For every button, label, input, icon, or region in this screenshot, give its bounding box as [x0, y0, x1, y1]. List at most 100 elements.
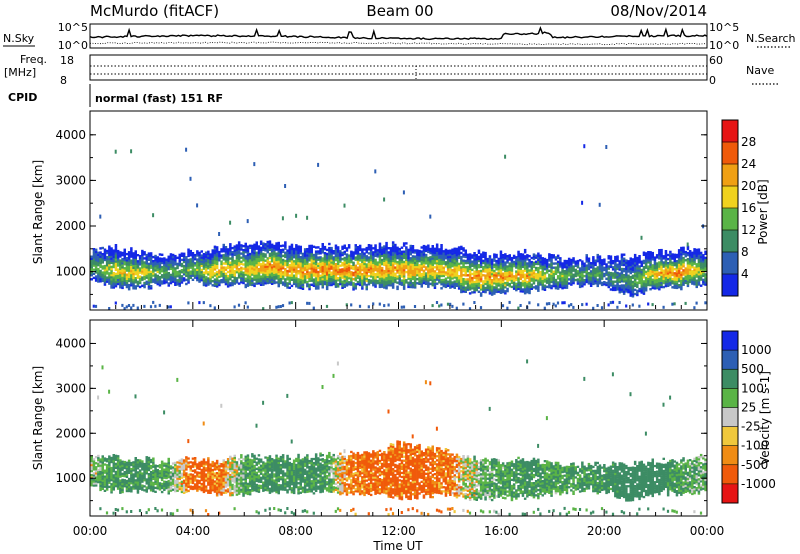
velocity-cell: [125, 479, 129, 483]
power-cell: [435, 266, 439, 269]
power-cell: [486, 278, 489, 281]
power-cell: [286, 284, 289, 287]
power-cell: [275, 242, 278, 245]
power-cell: [231, 257, 234, 260]
power-near-cell: [149, 305, 153, 309]
power-cell: [638, 261, 641, 264]
power-cell: [477, 274, 481, 277]
power-cell: [528, 269, 531, 272]
power-cell: [213, 282, 217, 285]
power-cell: [587, 259, 591, 262]
power-cell: [585, 278, 588, 282]
power-cell: [325, 287, 329, 291]
power-cell: [385, 256, 388, 259]
velocity-cell: [101, 471, 104, 474]
power-cell: [361, 279, 364, 282]
velocity-cell: [94, 468, 98, 471]
power-near-cell: [609, 301, 612, 305]
power-cell: [488, 269, 492, 272]
power-cell: [279, 265, 283, 268]
power-cell: [420, 272, 423, 276]
power-cell: [182, 277, 186, 280]
power-cell: [268, 273, 272, 276]
velocity-cell: [116, 483, 120, 486]
power-cell: [398, 272, 401, 275]
power-cell: [446, 253, 450, 257]
power-cell: [255, 274, 258, 277]
power-cell: [506, 277, 509, 280]
power-cell: [290, 253, 294, 257]
power-cell: [235, 260, 239, 264]
power-cell: [334, 277, 338, 280]
velocity-cell: [94, 482, 98, 485]
power-cell: [688, 276, 692, 280]
power-cell: [627, 262, 630, 265]
power-cell: [651, 272, 654, 275]
nave-label: Nave: [746, 64, 774, 77]
power-cell: [321, 275, 324, 279]
power-cell: [523, 257, 527, 260]
power-cell: [398, 264, 401, 267]
power-cell: [653, 283, 657, 286]
power-cell: [143, 271, 146, 274]
power-cell: [182, 266, 186, 270]
power-cell: [244, 250, 247, 254]
power-cell: [273, 269, 276, 272]
power-cell: [576, 274, 580, 277]
power-near-cell: [435, 301, 439, 304]
power-cell: [466, 282, 470, 285]
power-cell: [213, 260, 217, 263]
power-cell: [185, 282, 188, 286]
power-cell: [614, 264, 617, 267]
power-scatter-cell: [504, 154, 507, 159]
velocity-cell: [99, 460, 102, 463]
power-cell: [640, 289, 643, 292]
power-cell: [389, 265, 393, 268]
power-scatter-cell: [152, 213, 155, 218]
power-cell: [308, 244, 311, 248]
power-cell: [325, 275, 329, 278]
power-cell: [605, 271, 608, 274]
power-cell: [446, 260, 450, 263]
power-cell: [411, 247, 415, 250]
power-cell: [299, 247, 302, 251]
power-cell: [141, 276, 144, 279]
power-cell: [490, 287, 494, 290]
power-cell: [97, 280, 100, 283]
power-near-cell: [383, 304, 386, 308]
power-near-cell: [402, 305, 406, 309]
power-cell: [561, 264, 564, 267]
power-cell: [163, 263, 166, 266]
power-cell: [702, 254, 705, 257]
power-cell: [169, 277, 173, 281]
power-cell: [675, 260, 679, 263]
power-cell: [609, 259, 613, 262]
power-cell: [455, 247, 459, 251]
power-cell: [479, 278, 483, 281]
power-cell: [523, 255, 527, 258]
power-cell: [537, 260, 540, 264]
power-cell: [627, 270, 630, 273]
power-cell: [578, 283, 582, 287]
power-cell: [501, 256, 505, 259]
power-cell: [583, 283, 586, 286]
power-cell: [642, 253, 646, 256]
power-cell: [451, 260, 454, 264]
power-cell: [259, 242, 263, 245]
power-cell: [363, 266, 366, 270]
power-cell: [583, 270, 586, 274]
power-cell: [262, 244, 265, 247]
power-cell: [268, 240, 272, 243]
power-cell: [259, 283, 263, 286]
power-cell: [176, 264, 179, 268]
power-cell: [343, 250, 346, 254]
power-cell: [422, 281, 426, 285]
power-near-cell: [585, 302, 588, 306]
power-cell: [660, 250, 663, 254]
power-cell: [198, 264, 201, 267]
power-cell: [92, 252, 96, 255]
power-cell: [618, 260, 621, 263]
power-cell: [633, 272, 637, 275]
power-cell: [215, 285, 219, 288]
power-cell: [169, 259, 173, 262]
